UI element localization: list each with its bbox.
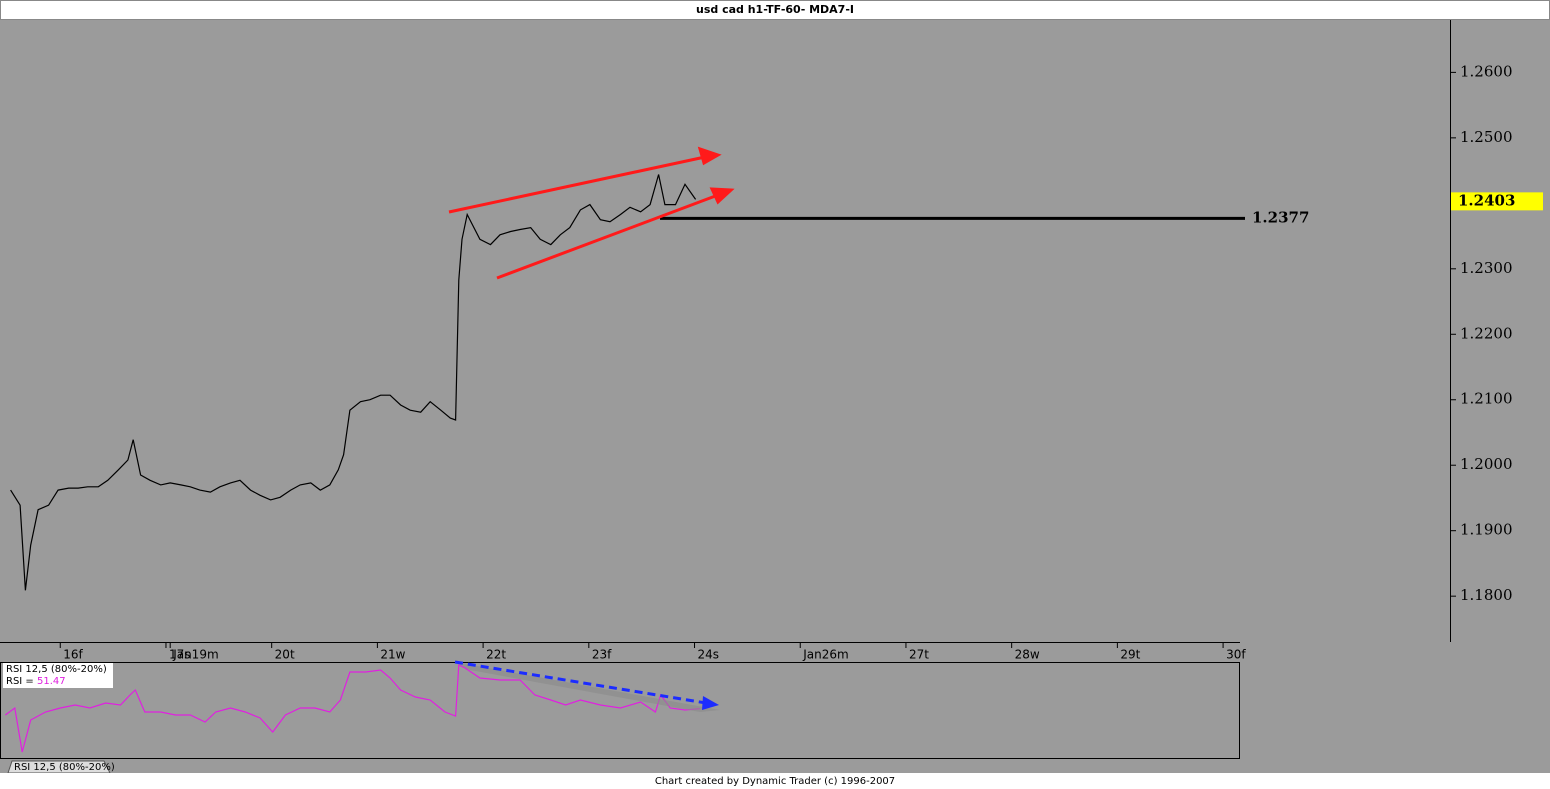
rsi-trend [454, 660, 720, 712]
last-price-label: 1.2403 [1458, 191, 1515, 209]
y-tick-label: 1.1800 [1460, 586, 1513, 604]
chart-title: usd cad h1-TF-60- MDA7-I [696, 3, 854, 16]
x-tick-label: 22t [486, 648, 506, 662]
y-tick-label: 1.2500 [1460, 128, 1513, 146]
x-tick-label: 17s [169, 648, 191, 662]
rsi-legend-value: 51.47 [37, 676, 66, 687]
x-tick-label: 16f [63, 648, 83, 662]
level-label: 1.2377 [1252, 208, 1309, 226]
rsi-trend-line [454, 660, 707, 705]
x-tick-label: 20t [275, 648, 295, 662]
series-line [10, 174, 697, 591]
rsi-legend-label: RSI = [6, 676, 34, 687]
rsi-shade [455, 662, 720, 712]
lower-trend-line [496, 193, 719, 280]
plot-background [0, 20, 1550, 773]
x-tick-label: 27t [909, 648, 929, 662]
series-line [4, 664, 700, 753]
y-tick-label: 1.2000 [1460, 455, 1513, 473]
x-tick-label: 30f [1226, 648, 1246, 662]
trend-lines [448, 146, 735, 280]
upper-trend-line [448, 155, 706, 214]
arrow-head [702, 696, 719, 710]
rsi-panel [0, 662, 1240, 759]
footer-bar [0, 773, 1550, 789]
price-layer: 1.2600 1.2500 1.2300 1.2200 1.2100 1.2000 1.19… [4, 62, 1543, 753]
rsi-legend-title: RSI 12,5 (80%-20%) [6, 664, 107, 675]
x-tick-label: 29t [1120, 648, 1140, 662]
x-tick-label: Jan19m [172, 648, 218, 662]
x-tick-label: 23f [592, 648, 612, 662]
y-tick-label: 1.1900 [1460, 521, 1513, 539]
arrow-head [697, 146, 722, 166]
rsi-legend-box [3, 663, 113, 688]
tab-label[interactable]: RSI 12,5 (80%-20%) [14, 762, 115, 773]
last-price-box [1451, 192, 1543, 211]
footer: Chart created by Dynamic Trader (c) 1996… [655, 776, 895, 787]
y-tick-label: 1.2300 [1460, 259, 1513, 277]
x-tick-label: Jan26m [802, 648, 848, 662]
y-tick-label: 1.2100 [1460, 390, 1513, 408]
arrow-head [709, 187, 735, 205]
x-tick-label: 21w [380, 648, 405, 662]
y-tick-label: 1.2600 [1460, 62, 1513, 80]
x-tick-label: 24s [698, 648, 720, 662]
y-tick-label: 1.2200 [1460, 324, 1513, 342]
x-tick-label: 28w [1015, 648, 1040, 662]
